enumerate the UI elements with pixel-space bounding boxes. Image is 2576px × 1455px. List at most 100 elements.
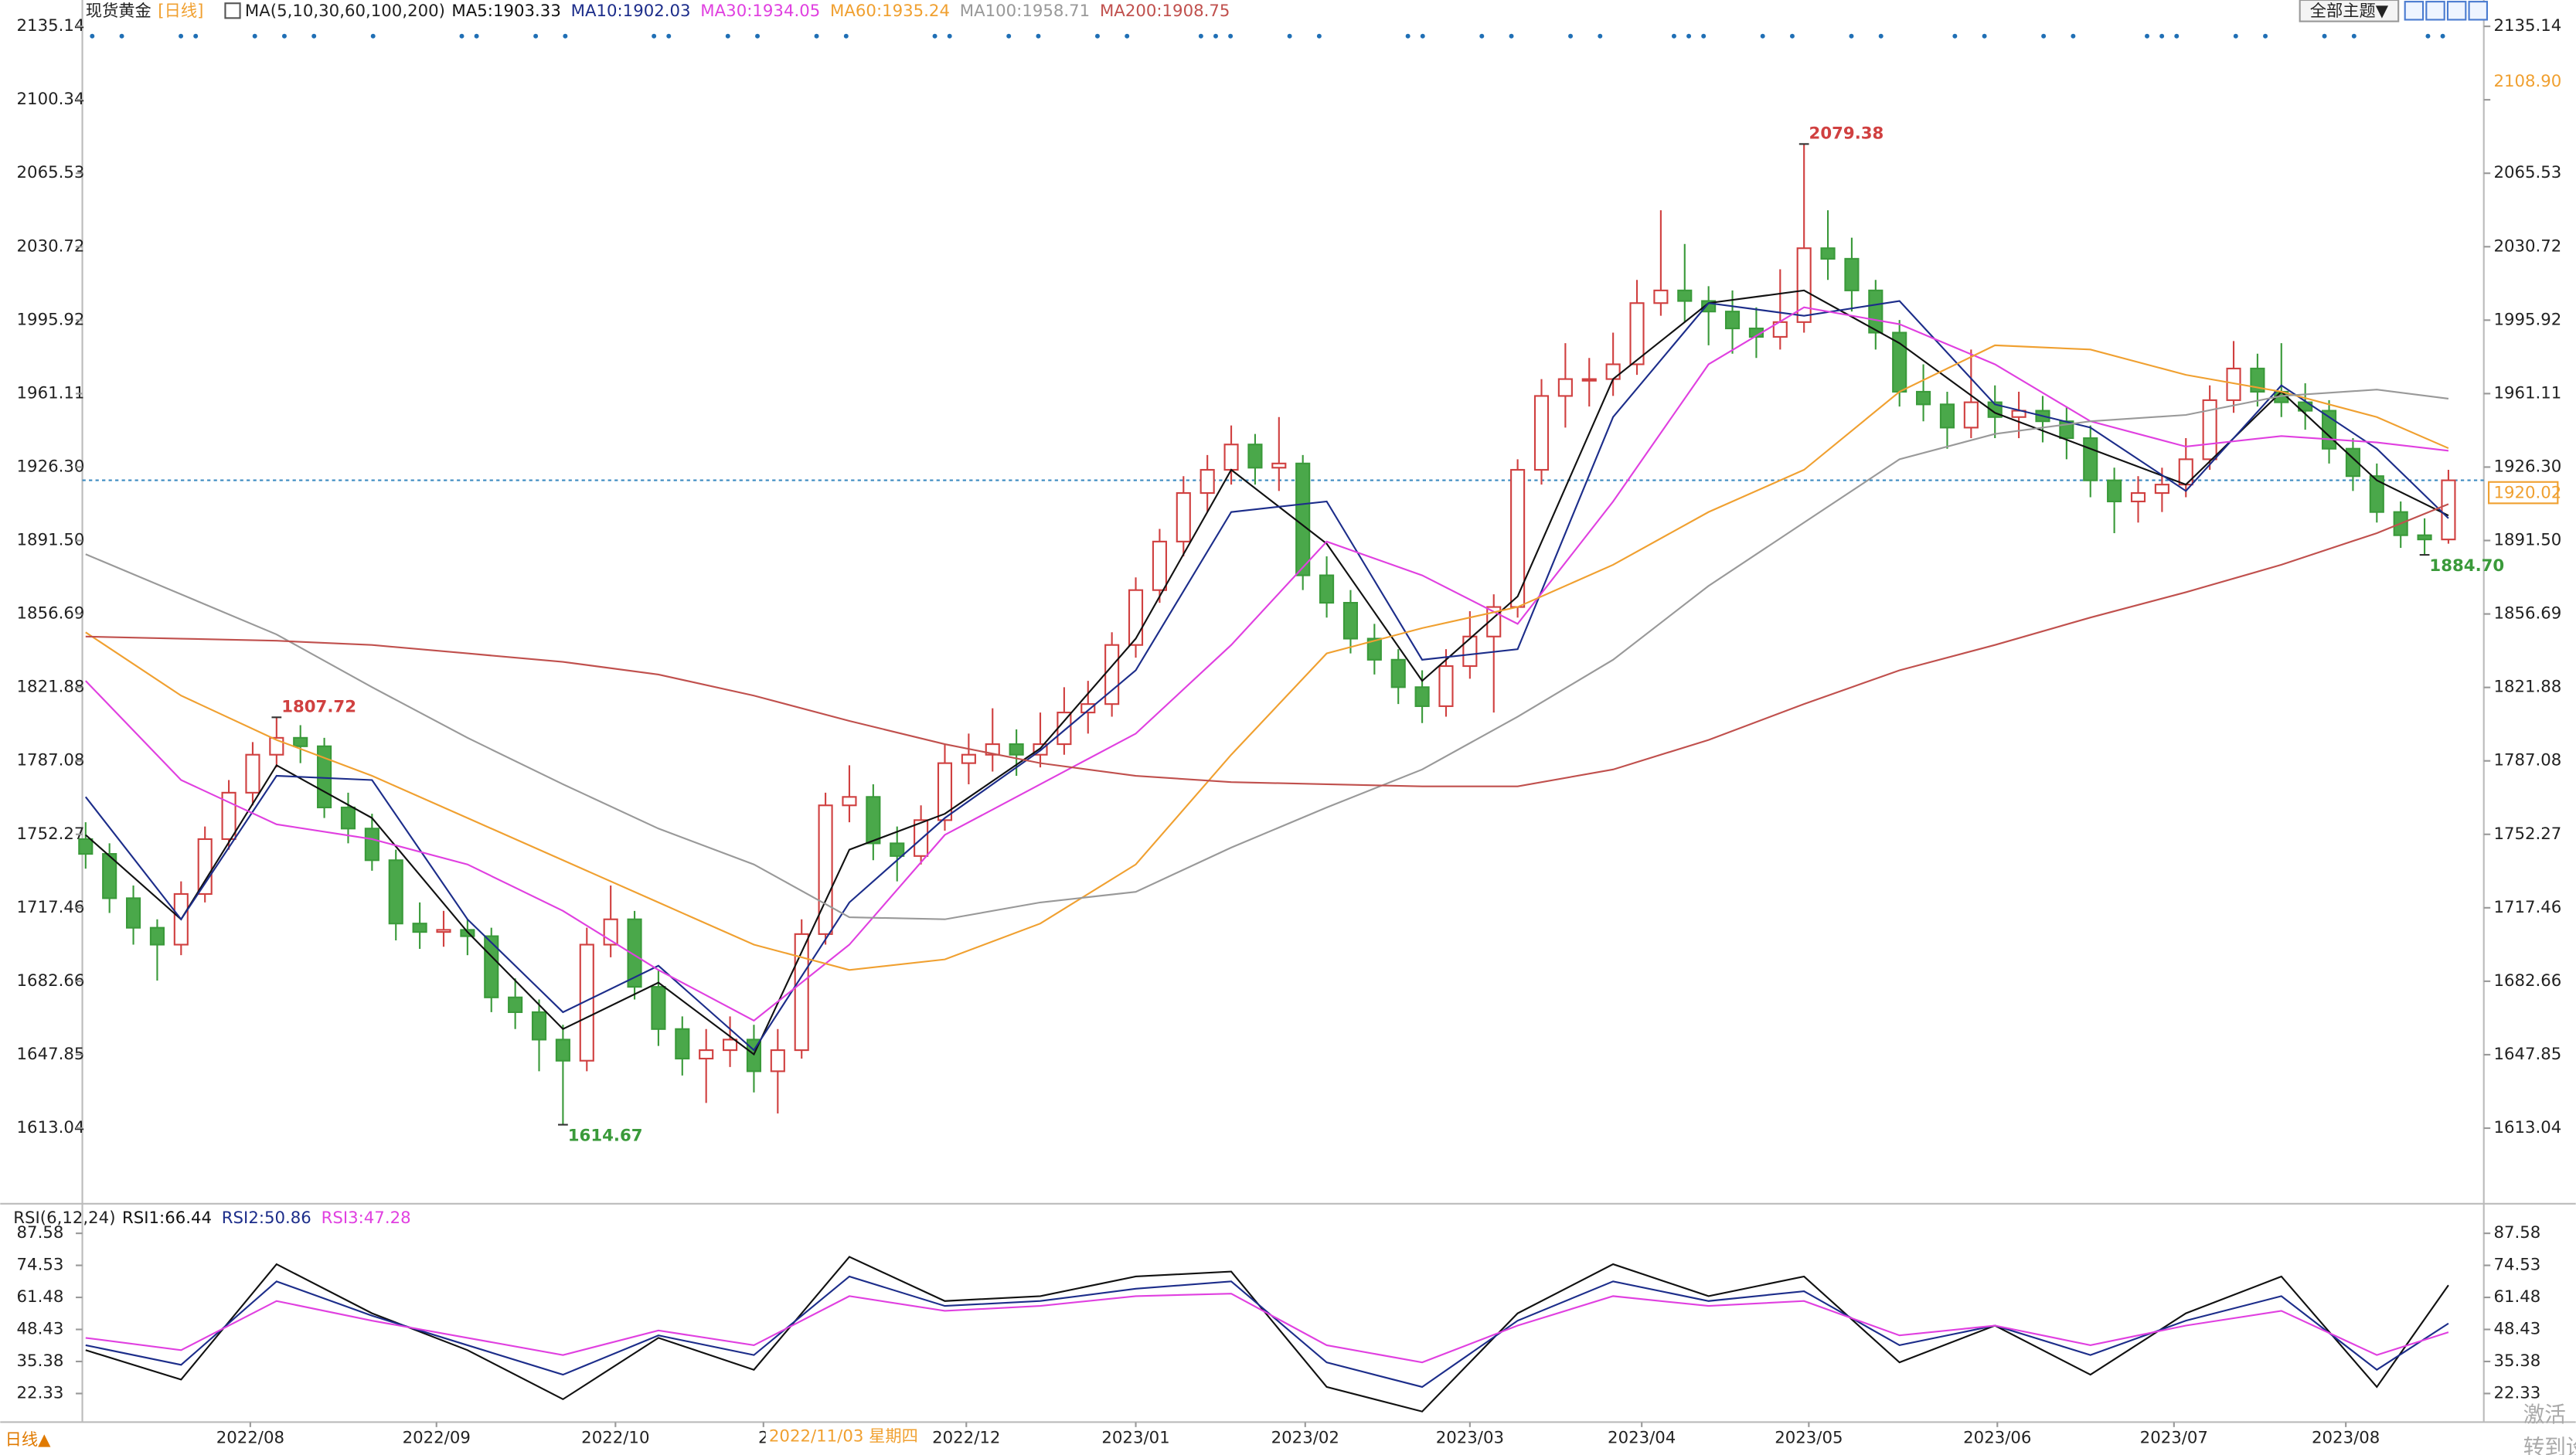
period-label: [日线]: [158, 2, 203, 21]
ma-legend: MA100:1958.71: [960, 2, 1090, 21]
candle-body: [508, 996, 523, 1013]
candle-body: [340, 806, 356, 830]
y-tick-label-right: 1787.08: [2493, 751, 2561, 770]
candle-body: [675, 1028, 690, 1060]
candle-body: [149, 926, 165, 946]
y-tick-label-right: 1961.11: [2493, 383, 2561, 403]
candle-body: [2250, 367, 2265, 393]
ma-icon[interactable]: [224, 2, 241, 19]
period-button-bg[interactable]: [0, 1426, 70, 1453]
annotation-label: 1884.70: [2429, 556, 2504, 576]
y-tick-label-right: 2065.53: [2493, 163, 2561, 182]
y-tick-label-right: 1821.88: [2493, 678, 2561, 697]
candle-body: [1916, 390, 1931, 406]
candle-body: [579, 943, 594, 1062]
event-dot: [2322, 33, 2327, 39]
event-dot: [2041, 33, 2047, 39]
candle-body: [245, 753, 260, 794]
candle-body: [531, 1011, 547, 1041]
y-tick-label: 1787.08: [17, 751, 85, 770]
y-tick-label: 1613.04: [17, 1118, 85, 1137]
x-tick-label: 2022/09: [403, 1429, 471, 1448]
event-dot: [1316, 33, 1322, 39]
candle-body: [842, 796, 857, 807]
rsi-tick-label-right: 35.38: [2493, 1351, 2540, 1371]
theme-button-label[interactable]: 全部主题▼: [2310, 2, 2389, 21]
rsi-tick-label: 61.48: [17, 1287, 64, 1307]
ma-legend: MA30:1934.05: [700, 2, 820, 21]
candle-body: [1963, 401, 1979, 429]
annotation-label: 1614.67: [568, 1126, 643, 1145]
ma-line: [85, 503, 2449, 787]
event-dot: [193, 33, 199, 39]
candle-body: [484, 935, 499, 998]
candle-body: [1557, 378, 1573, 397]
candle-body: [1057, 712, 1072, 746]
event-dot: [1952, 33, 1958, 39]
candle-body: [2130, 491, 2146, 503]
event-dot: [652, 33, 657, 39]
event-dot: [1509, 33, 1514, 39]
event-dot: [311, 33, 317, 39]
event-dot: [1228, 33, 1234, 39]
cursor-date-label: 2022/11/03 星期四: [769, 1427, 918, 1447]
event-dot: [1420, 33, 1425, 39]
y-tick-label: 1682.66: [17, 971, 85, 991]
period-button[interactable]: 日线▲: [5, 1430, 52, 1450]
event-dot: [119, 33, 124, 39]
event-dot: [2174, 33, 2180, 39]
x-tick-label: 2022/12: [932, 1429, 1000, 1448]
candle-body: [818, 804, 833, 935]
y-tick-label: 2030.72: [17, 236, 85, 256]
ma-line: [85, 344, 2449, 971]
cursor-label-bg: [765, 1425, 917, 1449]
candle-body: [2107, 479, 2122, 503]
rsi-line: [85, 1293, 2449, 1364]
rsi-tick-label-right: 74.53: [2493, 1256, 2540, 1275]
x-tick-label: 2023/03: [1436, 1429, 1504, 1448]
candle-body: [627, 918, 642, 988]
candle-body: [1677, 289, 1693, 302]
y-tick-label-right: 1891.50: [2493, 531, 2561, 550]
candle-body: [1247, 444, 1263, 469]
y-tick-label-right: 1856.69: [2493, 604, 2561, 624]
toolbar-icons[interactable]: [2404, 1, 2489, 21]
event-dot: [1849, 33, 1854, 39]
rsi-legend: RSI3:47.28: [322, 1209, 411, 1228]
event-dot: [1213, 33, 1218, 39]
y-tick-label-right: 1613.04: [2493, 1118, 2561, 1137]
x-tick-label: 2023/06: [1963, 1429, 2031, 1448]
y-tick-label: 1891.50: [17, 531, 85, 550]
candle-body: [293, 736, 308, 747]
y-tick-label: 2100.34: [17, 90, 85, 109]
candle-body: [2417, 534, 2432, 541]
theme-button[interactable]: [2299, 0, 2400, 22]
candle-body: [794, 933, 809, 1052]
ma-legend: MA5:1903.33: [451, 2, 560, 21]
candle-body: [1629, 302, 1645, 365]
event-dot: [1287, 33, 1292, 39]
event-dot: [1198, 33, 1203, 39]
candle-body: [436, 929, 451, 933]
candle-body: [1128, 589, 1144, 646]
event-dot: [2071, 33, 2076, 39]
event-dot: [2263, 33, 2268, 39]
ma-header: MA(5,10,30,60,100,200): [245, 2, 445, 21]
candle-body: [364, 828, 379, 862]
candle-body: [1080, 703, 1096, 714]
y-tick-label-right: 2030.72: [2493, 236, 2561, 256]
rsi-legend: RSI2:50.86: [222, 1209, 311, 1228]
price-marker-box: [2488, 481, 2559, 505]
annotation-label: 1807.72: [281, 698, 356, 717]
ma-line: [85, 389, 2449, 920]
candle-body: [2369, 475, 2384, 513]
event-dot: [1789, 33, 1795, 39]
candle-body: [1342, 602, 1359, 640]
y-tick-label-right: 1647.85: [2493, 1045, 2561, 1064]
y-tick-label-right: 1717.46: [2493, 898, 2561, 917]
candle-body: [866, 796, 881, 845]
y-tick-label-right: 1926.30: [2493, 457, 2561, 476]
y-tick-label: 1995.92: [17, 310, 85, 329]
